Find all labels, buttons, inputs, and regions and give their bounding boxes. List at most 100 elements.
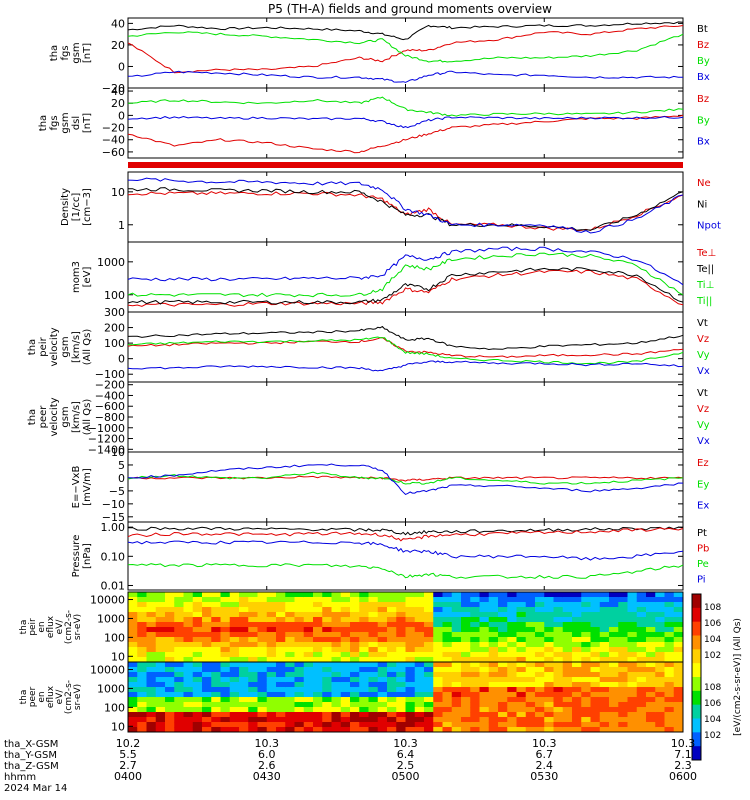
spectrogram-cell — [165, 697, 175, 703]
spectrogram-cell — [239, 592, 249, 598]
spectrogram-cell — [673, 722, 684, 728]
spectrogram-cell — [470, 622, 480, 628]
spectrogram-cell — [664, 632, 675, 638]
spectrogram-cell — [470, 607, 480, 613]
spectrogram-cell — [285, 672, 295, 678]
y-axis-label: fgs — [60, 45, 71, 60]
spectrogram-cell — [396, 622, 406, 628]
spectrogram-cell — [599, 662, 610, 668]
spectrogram-cell — [535, 707, 545, 713]
spectrogram-cell — [590, 692, 601, 698]
x-tick-label: 5.5 — [119, 748, 137, 761]
spectrogram-cell — [257, 602, 268, 608]
spectrogram-cell — [266, 712, 277, 718]
spectrogram-cell — [535, 677, 545, 683]
spectrogram-cell — [562, 667, 573, 673]
spectrogram-cell — [498, 647, 508, 653]
spectrogram-cell — [461, 727, 471, 733]
spectrogram-cell — [488, 717, 499, 723]
spectrogram-cell — [590, 657, 601, 663]
spectrogram-cell — [248, 627, 258, 633]
spectrogram-cell — [359, 662, 369, 668]
spectrogram-cell — [313, 667, 323, 673]
spectrogram-cell — [192, 627, 203, 633]
spectrogram-cell — [239, 637, 249, 643]
spectrogram-cell — [248, 667, 258, 673]
spectrogram-cell — [470, 662, 480, 668]
spectrogram-cell — [572, 647, 582, 653]
spectrogram-cell — [636, 702, 647, 708]
spectrogram-cell — [220, 702, 231, 708]
spectrogram-cell — [285, 637, 295, 643]
spectrogram-cell — [285, 702, 295, 708]
spectrogram-cell — [581, 687, 591, 693]
legend-entry: Ti⊥ — [696, 280, 714, 291]
spectrogram-cell — [636, 672, 647, 678]
spectrogram-cell — [461, 637, 471, 643]
spectrogram-cell — [248, 687, 258, 693]
spectrogram-cell — [525, 607, 536, 613]
spectrogram-cell — [535, 727, 545, 733]
spectrogram-cell — [544, 672, 554, 678]
spectrogram-cell — [618, 632, 628, 638]
spectrogram-cell — [155, 667, 166, 673]
spectrogram-cell — [165, 607, 175, 613]
x-axis-row-label: hhmm — [4, 772, 36, 783]
spectrogram-cell — [442, 592, 453, 598]
spectrogram-cell — [461, 647, 471, 653]
y-tick-label: −400 — [95, 389, 125, 402]
spectrogram-cell — [350, 702, 360, 708]
spectrogram-cell — [590, 677, 601, 683]
spectrogram-cell — [553, 617, 564, 623]
spectrogram-cell — [155, 597, 166, 603]
spectrogram-cell — [174, 672, 184, 678]
spectrogram-cell — [414, 712, 425, 718]
y-axis-label: tha — [19, 690, 29, 705]
spectrogram-cell — [146, 662, 157, 668]
spectrogram-cell — [183, 657, 194, 663]
spectrogram-cell — [609, 617, 619, 623]
spectrogram-cell — [128, 697, 138, 703]
y-axis-label: Density — [60, 188, 71, 226]
spectrogram-cell — [627, 672, 638, 678]
spectrogram-cell — [146, 607, 157, 613]
colorbar-step — [692, 677, 701, 692]
spectrogram-cell — [313, 727, 323, 733]
spectrogram-cell — [313, 647, 323, 653]
spectrogram-cell — [303, 627, 314, 633]
spectrogram-cell — [442, 697, 453, 703]
spectrogram-cell — [646, 692, 656, 698]
spectrogram-cell — [165, 727, 175, 733]
spectrogram-cell — [424, 687, 434, 693]
spectrogram-cell — [285, 712, 295, 718]
spectrogram-cell — [387, 687, 397, 693]
spectrogram-cell — [276, 607, 286, 613]
spectrogram-cell — [257, 682, 268, 688]
spectrogram-cell — [609, 702, 619, 708]
spectrogram-cell — [340, 637, 351, 643]
legend-entry: Npot — [697, 221, 721, 232]
spectrogram-cell — [405, 692, 416, 698]
spectrogram-cell — [451, 612, 462, 618]
spectrogram-cell — [128, 602, 138, 608]
spectrogram-cell — [488, 722, 499, 728]
spectrogram-cell — [405, 612, 416, 618]
spectrogram-cell — [655, 682, 665, 688]
spectrogram-cell — [535, 632, 545, 638]
spectrogram-cell — [627, 702, 638, 708]
spectrogram-cell — [646, 657, 656, 663]
spectrogram-cell — [516, 697, 527, 703]
spectrogram-cell — [479, 622, 490, 628]
spectrogram-cell — [562, 687, 573, 693]
spectrogram-cell — [387, 632, 397, 638]
spectrogram-cell — [562, 632, 573, 638]
spectrogram-cell — [294, 597, 305, 603]
spectrogram-cell — [368, 687, 379, 693]
spectrogram-cell — [340, 707, 351, 713]
series-line-Pb — [127, 527, 684, 542]
colorbar-step — [692, 732, 701, 747]
spectrogram-cell — [451, 632, 462, 638]
spectrogram-cell — [627, 647, 638, 653]
spectrogram-cell — [507, 642, 517, 648]
